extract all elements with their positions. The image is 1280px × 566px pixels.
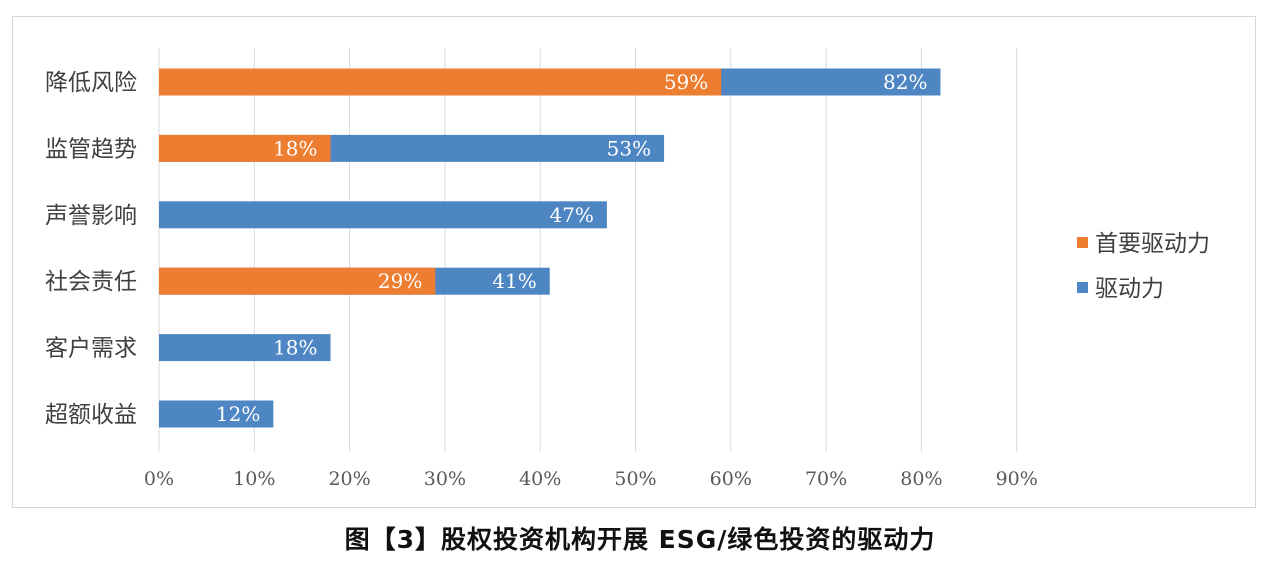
bar — [159, 201, 607, 229]
data-label: 41% — [492, 269, 536, 293]
x-tick-label: 10% — [233, 468, 275, 490]
category-label: 监管趋势 — [45, 136, 137, 162]
data-label: 53% — [607, 136, 651, 160]
x-tick-label: 70% — [805, 468, 847, 490]
bar-chart: 0% 10% 20% 30% 40% 50% 60% 70% 80% 90% 降低风险 59% 82% 监… — [45, 48, 1210, 490]
category-label: 降低风险 — [45, 70, 137, 96]
category-label: 社会责任 — [45, 269, 137, 295]
legend-swatch — [1077, 237, 1088, 248]
bar — [159, 68, 722, 96]
category-label: 客户需求 — [45, 336, 137, 362]
legend-label: 驱动力 — [1095, 276, 1164, 302]
bar — [159, 334, 331, 362]
x-tick-label: 80% — [900, 468, 942, 490]
figure-caption: 图【3】股权投资机构开展 ESG/绿色投资的驱动力 — [344, 525, 936, 554]
category-label: 声誉影响 — [45, 203, 137, 229]
bar — [159, 400, 274, 428]
x-tick-label: 60% — [710, 468, 752, 490]
x-tick-label: 50% — [614, 468, 656, 490]
legend-swatch — [1077, 282, 1088, 293]
x-tick-label: 0% — [144, 468, 174, 490]
x-tick-label: 90% — [996, 468, 1038, 490]
legend-label: 首要驱动力 — [1095, 231, 1210, 257]
data-label: 12% — [216, 402, 260, 426]
bar — [159, 134, 331, 162]
bar — [159, 267, 436, 295]
data-label: 82% — [883, 70, 927, 94]
x-tick-label: 30% — [424, 468, 466, 490]
data-label: 59% — [664, 70, 708, 94]
x-tick-label: 40% — [519, 468, 561, 490]
data-label: 29% — [378, 269, 422, 293]
data-label: 18% — [273, 336, 317, 360]
x-tick-label: 20% — [328, 468, 370, 490]
data-label: 47% — [549, 203, 593, 227]
data-label: 18% — [273, 136, 317, 160]
category-label: 超额收益 — [45, 402, 137, 428]
